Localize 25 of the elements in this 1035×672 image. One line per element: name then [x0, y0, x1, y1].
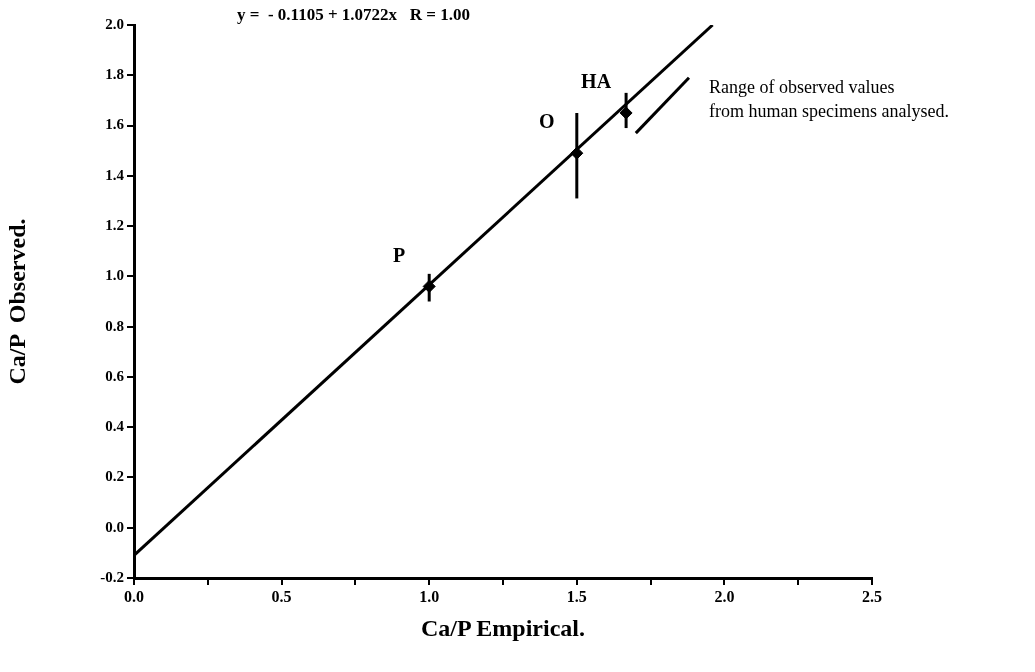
- x-tick-label: 2.0: [714, 587, 735, 605]
- y-tick-label: 1.8: [105, 66, 124, 83]
- y-tick-label: 0.4: [105, 418, 125, 435]
- y-tick-label: 0.8: [105, 317, 124, 334]
- y-tick-label: 1.4: [105, 166, 125, 183]
- y-tick-label: 1.0: [105, 267, 124, 284]
- y-tick-label: -0.2: [100, 568, 124, 585]
- y-tick-label: 0.6: [105, 367, 125, 384]
- x-tick-label: 1.0: [419, 587, 440, 605]
- annotation: HA: [581, 70, 612, 93]
- y-tick-label: 0.2: [105, 468, 124, 485]
- x-tick-label: 1.5: [566, 587, 587, 605]
- annotation: P: [393, 243, 406, 266]
- x-tick-label: 2.5: [862, 587, 882, 605]
- annotation: Range of observed values from human specimens analysed.: [708, 76, 949, 121]
- x-tick-label: 0.0: [124, 587, 144, 605]
- y-tick-label: 0.0: [105, 518, 124, 535]
- y-tick-label: 1.6: [105, 116, 125, 133]
- text: y = - 0.1105 + 1.0722x R = 1.00: [237, 5, 471, 25]
- x-tick-label: 0.5: [271, 587, 292, 605]
- y-tick-label: 2.0: [105, 15, 124, 32]
- y-tick-label: 1.2: [105, 216, 124, 233]
- annotation: O: [539, 110, 555, 133]
- x-axis-title: Ca/P Empirical.: [421, 614, 585, 641]
- y-axis-title: Ca/P Observed.: [3, 218, 30, 385]
